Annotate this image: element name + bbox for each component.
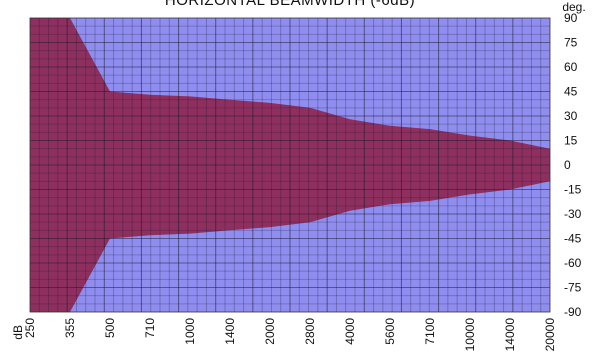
x-tick-label: 4000 (343, 318, 357, 345)
y-tick-label: -75 (564, 281, 582, 295)
chart-title: HORIZONTAL BEAMWIDTH (-6dB) (165, 0, 415, 9)
y-tick-label: 30 (564, 109, 578, 123)
plot-area (30, 18, 550, 312)
y-tick-label: -45 (564, 232, 582, 246)
x-tick-label: 710 (143, 318, 157, 338)
y-tick-label: 0 (564, 158, 571, 172)
x-axis-ticks: 250 355 500 710 1000 1400 2000 2800 4000 5600 7100… (23, 318, 557, 352)
x-tick-label: 2800 (303, 318, 317, 345)
y-tick-label: -90 (564, 305, 582, 319)
x-tick-label: 355 (63, 318, 77, 338)
y-tick-label: 15 (564, 134, 578, 148)
y-axis-ticks: 90 75 60 45 30 15 0 -15 -30 -45 -60 -75 -90 (564, 11, 582, 319)
x-tick-label: 14000 (503, 318, 517, 352)
y-tick-label: 60 (564, 60, 578, 74)
y-tick-label: -15 (564, 183, 582, 197)
y-tick-label: 90 (564, 11, 578, 25)
x-tick-label: 1000 (183, 318, 197, 345)
x-tick-label: 10000 (463, 318, 477, 352)
x-tick-label: 1400 (223, 318, 237, 345)
y-tick-label: -60 (564, 256, 582, 270)
x-tick-label: 20000 (543, 318, 557, 352)
plot-frame (29, 17, 551, 313)
x-tick-label: 2000 (263, 318, 277, 345)
x-tick-label: 5600 (383, 318, 397, 345)
x-tick-label: 250 (23, 318, 37, 338)
grid-lines (30, 18, 550, 312)
x-unit-label: dB (11, 325, 25, 340)
x-tick-label: 500 (103, 318, 117, 338)
y-unit-label: deg. (562, 0, 585, 14)
y-tick-label: 75 (564, 36, 578, 50)
y-tick-label: 45 (564, 85, 578, 99)
y-tick-label: -30 (564, 207, 582, 221)
x-tick-label: 7100 (423, 318, 437, 345)
